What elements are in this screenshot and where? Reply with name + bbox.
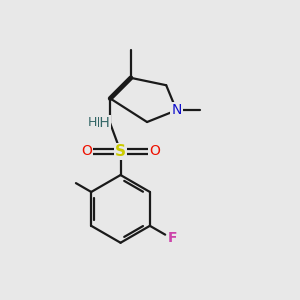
Text: N: N (171, 103, 182, 117)
Text: F: F (168, 231, 177, 244)
Text: O: O (149, 145, 160, 158)
Text: NH: NH (89, 116, 110, 130)
Text: S: S (115, 144, 126, 159)
Text: O: O (81, 145, 92, 158)
Text: H: H (88, 116, 97, 128)
